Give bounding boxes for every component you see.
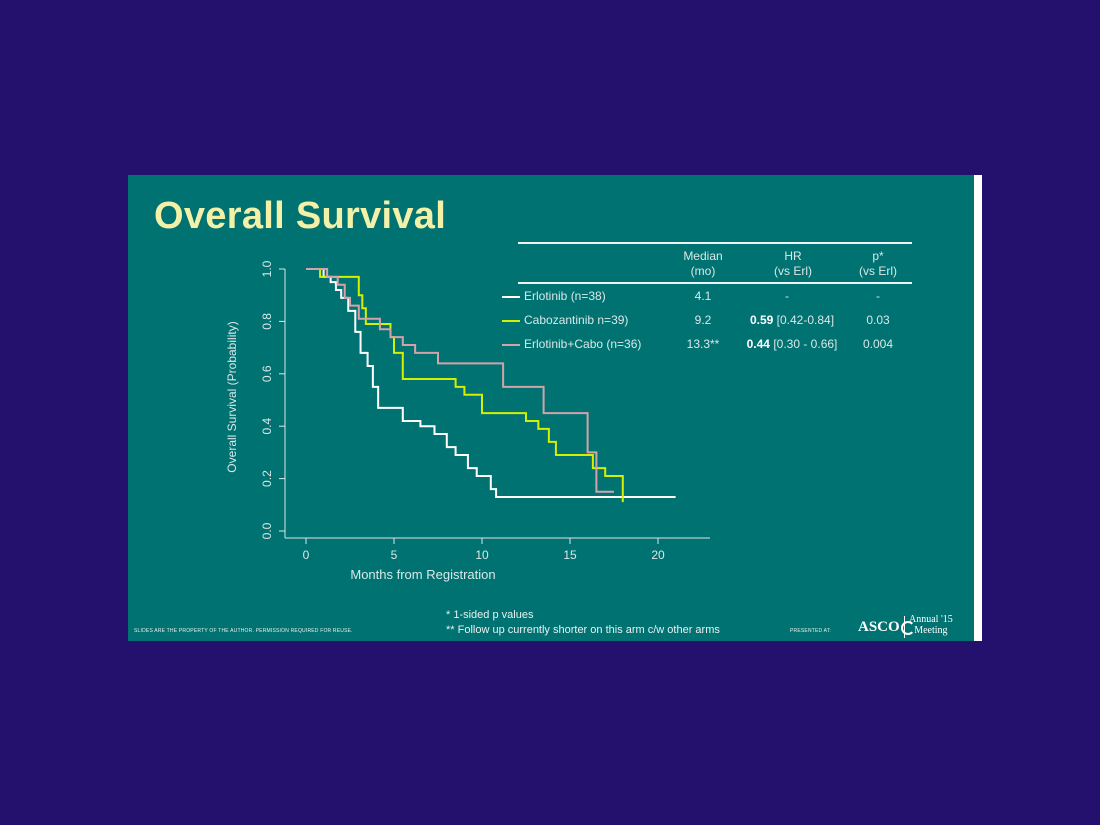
header-median: Median (mo) [683, 249, 723, 278]
legend-line-erlotinib [502, 296, 520, 298]
x-tick-label: 0 [303, 548, 310, 562]
asco-logo: ASCO [858, 619, 915, 636]
slide-title: Overall Survival [154, 195, 447, 237]
p-erlotinib: - [876, 289, 880, 303]
x-tick-label: 10 [475, 548, 489, 562]
hr-erlotinib: - [785, 289, 789, 303]
y-tick-label: 0.2 [260, 470, 274, 487]
median-erlotinib-cabo: 13.3** [686, 337, 720, 351]
survival-chart: 0 5 10 15 20 0.0 0.2 0.4 0.6 0.8 1.0 Months from R… [225, 260, 710, 582]
y-tick-label: 0.8 [260, 313, 274, 330]
presented-at-label: PRESENTED AT: [790, 628, 832, 634]
x-tick-label: 20 [651, 548, 665, 562]
table-top-rule [518, 242, 912, 244]
x-axis-label: Months from Registration [350, 567, 495, 582]
series-line-erlotinib-cabo-n-36 [306, 268, 614, 493]
y-tick-label: 0.4 [260, 418, 274, 435]
hr-ci-erlotinib-cabo: [0.30 - 0.66] [773, 337, 838, 351]
chart-axes: 0 5 10 15 20 0.0 0.2 0.4 0.6 0.8 1.0 [260, 260, 710, 562]
hr-cabozantinib: 0.59 [0.42-0.84] [722, 313, 862, 327]
legend-label-cabozantinib: Cabozantinib n=39) [524, 313, 629, 327]
legend-line-erlotinib-cabo [502, 344, 520, 346]
median-cabozantinib: 9.2 [694, 313, 712, 327]
legend-label-erlotinib: Erlotinib (n=38) [524, 289, 606, 303]
header-p: p* (vs Erl) [859, 249, 897, 278]
footnote-pvalues: * 1-sided p values [446, 609, 534, 621]
chart-series [306, 268, 676, 503]
hr-value-cabozantinib: 0.59 [749, 313, 774, 327]
y-tick-label: 0.0 [260, 522, 274, 539]
y-tick-label: 0.6 [260, 365, 274, 382]
series-line-cabozantinib-n-39 [306, 268, 624, 503]
p-erlotinib-cabo: 0.004 [862, 337, 894, 351]
y-axis-label: Overall Survival (Probability) [225, 321, 239, 472]
x-tick-label: 5 [391, 548, 398, 562]
x-tick-label: 15 [563, 548, 577, 562]
legend-label-erlotinib-cabo: Erlotinib+Cabo (n=36) [524, 337, 642, 351]
table-header-rule [518, 282, 912, 284]
p-cabozantinib: 0.03 [866, 313, 890, 327]
hr-ci-cabozantinib: [0.42-0.84] [776, 313, 835, 327]
hr-value-erlotinib-cabo: 0.44 [746, 337, 770, 351]
footnote-followup: ** Follow up currently shorter on this a… [446, 624, 720, 636]
legend-line-cabozantinib [502, 320, 520, 322]
hr-erlotinib-cabo: 0.44 [0.30 - 0.66] [722, 337, 862, 351]
header-hr: HR (vs Erl) [774, 249, 812, 278]
slide: Overall Survival 0 5 10 15 20 0.0 0.2 0.4 0.6 0.8… [128, 175, 974, 641]
logo-divider [904, 616, 905, 638]
y-tick-label: 1.0 [260, 260, 274, 277]
median-erlotinib: 4.1 [694, 289, 712, 303]
annual-meeting-label: Annual '15 Meeting [909, 614, 953, 636]
slide-edge [974, 175, 982, 641]
copyright-notice: SLIDES ARE THE PROPERTY OF THE AUTHOR. P… [134, 628, 353, 634]
asco-swirl-icon [900, 620, 915, 635]
series-line-erlotinib-n-38 [306, 268, 676, 498]
